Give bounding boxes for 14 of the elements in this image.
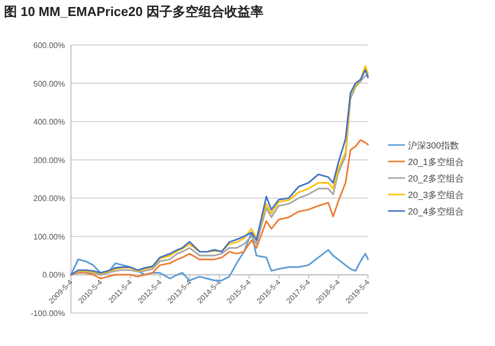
legend-label: 20_3多空组合 [408,190,464,200]
legend-label: 20_4多空组合 [408,206,464,216]
y-tick-label: 100.00% [33,232,65,242]
y-tick-label: 500.00% [33,79,65,88]
y-tick-label: 400.00% [33,118,65,127]
y-tick-label: -100.00% [30,309,65,318]
y-tick-label: 300.00% [33,156,65,165]
y-tick-label: 200.00% [33,194,65,204]
chart-title: 图 10 MM_EMAPrice20 因子多空组合收益率 [4,4,264,19]
legend-label: 沪深300指数 [408,140,460,150]
legend-label: 20_2多空组合 [408,174,464,184]
legend-label: 20_1多空组合 [408,157,464,167]
y-tick-label: 0.00% [42,270,65,280]
y-tick-label: 600.00% [33,41,65,50]
